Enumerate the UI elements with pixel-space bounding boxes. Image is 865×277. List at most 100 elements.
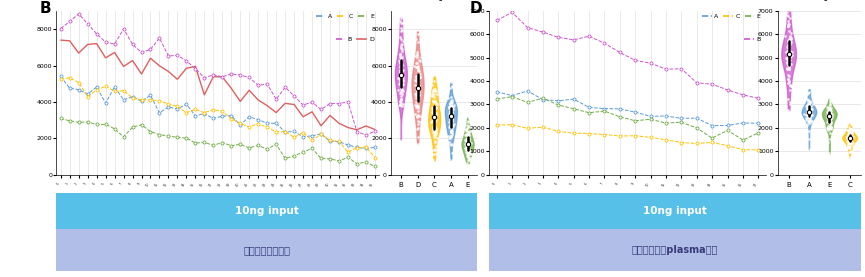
Point — [444, 99, 458, 104]
Point — [427, 119, 441, 124]
Point — [393, 98, 407, 103]
Point — [843, 135, 856, 139]
Point — [779, 9, 793, 14]
Point — [443, 111, 457, 115]
Point — [445, 114, 459, 118]
Point — [843, 144, 856, 149]
Point — [801, 102, 815, 106]
Point — [443, 133, 457, 138]
Point — [460, 133, 474, 138]
Text: D: D — [470, 1, 483, 16]
Point — [393, 103, 407, 107]
Point — [842, 136, 855, 140]
Point — [426, 148, 439, 152]
Point — [426, 110, 439, 114]
Point — [843, 144, 856, 148]
Point — [443, 157, 457, 161]
Point — [781, 24, 795, 28]
Point — [804, 106, 818, 111]
Point — [445, 80, 458, 84]
Point — [429, 106, 443, 110]
Point — [429, 101, 443, 106]
Point — [394, 78, 408, 83]
Point — [461, 140, 475, 144]
Point — [843, 155, 856, 160]
Point — [821, 152, 835, 156]
Point — [426, 158, 440, 163]
Point — [411, 91, 425, 95]
Point — [460, 142, 474, 147]
Point — [800, 110, 814, 114]
Point — [781, 77, 795, 81]
Point — [782, 66, 796, 71]
Point — [460, 153, 474, 158]
Point — [429, 127, 443, 131]
Point — [394, 26, 407, 30]
Point — [443, 111, 457, 115]
Point — [410, 52, 424, 57]
Point — [843, 135, 857, 139]
Point — [411, 112, 425, 117]
Point — [412, 141, 426, 146]
Point — [781, 67, 795, 71]
Point — [445, 115, 458, 120]
Point — [460, 126, 474, 131]
Point — [784, 54, 798, 58]
Point — [804, 119, 818, 123]
Point — [842, 139, 855, 144]
Point — [458, 127, 472, 131]
Point — [394, 82, 408, 87]
Point — [841, 145, 855, 149]
Point — [426, 115, 440, 120]
Point — [843, 138, 856, 142]
Point — [841, 127, 855, 132]
Point — [822, 115, 836, 120]
Point — [803, 110, 817, 114]
Point — [443, 109, 457, 114]
Point — [411, 31, 425, 36]
Point — [779, 48, 793, 53]
Point — [427, 99, 441, 104]
Point — [823, 116, 837, 120]
Point — [413, 90, 426, 94]
Point — [842, 144, 855, 149]
Point — [410, 74, 424, 78]
Point — [802, 116, 816, 121]
Point — [802, 113, 816, 118]
Point — [426, 106, 439, 110]
Point — [463, 136, 477, 141]
Point — [783, 39, 797, 43]
Point — [445, 84, 459, 89]
Point — [445, 141, 458, 146]
Point — [426, 130, 440, 134]
Legend: B, D: B, D — [333, 34, 376, 44]
Point — [784, 84, 798, 88]
Point — [426, 87, 440, 92]
Point — [843, 134, 857, 139]
Point — [460, 119, 474, 124]
Point — [445, 133, 458, 137]
Point — [428, 118, 442, 122]
Point — [801, 108, 815, 112]
Point — [779, 56, 793, 60]
Point — [782, 44, 796, 49]
Point — [409, 96, 423, 100]
Point — [427, 91, 441, 96]
Point — [427, 105, 441, 109]
Point — [411, 76, 425, 80]
Point — [395, 63, 409, 68]
Point — [426, 107, 440, 112]
Point — [459, 140, 473, 145]
Point — [426, 105, 440, 109]
Text: 模拟实体瘤标准品: 模拟实体瘤标准品 — [243, 245, 291, 255]
Point — [395, 81, 409, 86]
Point — [394, 97, 408, 101]
Point — [426, 127, 439, 131]
Point — [411, 104, 425, 109]
Point — [845, 131, 859, 135]
Point — [800, 107, 814, 112]
Point — [802, 119, 816, 123]
Point — [801, 98, 815, 102]
Point — [394, 56, 408, 60]
Point — [443, 118, 457, 123]
